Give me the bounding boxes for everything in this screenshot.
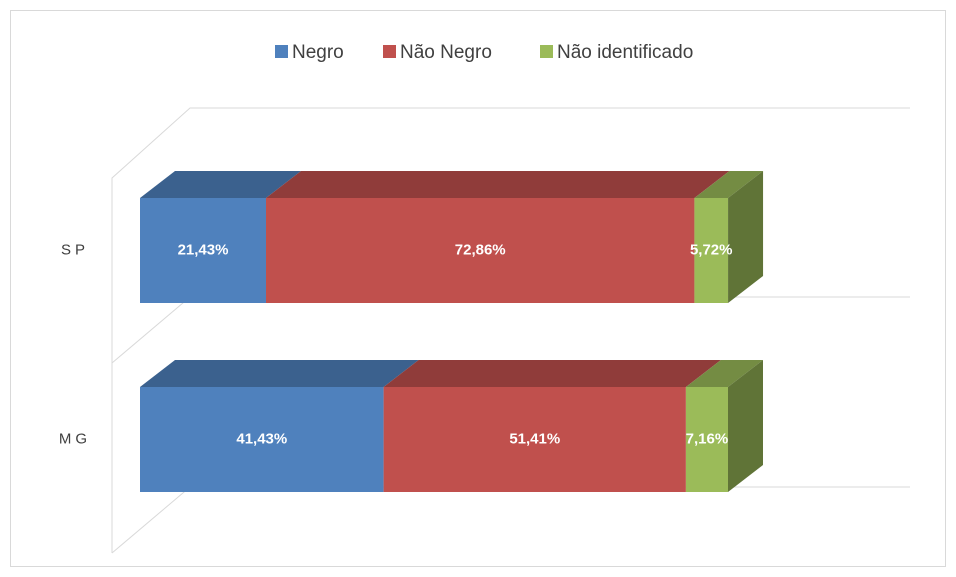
bar-segment (140, 387, 384, 492)
bar-top (140, 171, 302, 198)
value-label: 41,43% (236, 430, 287, 447)
value-label: 72,86% (455, 241, 506, 258)
bar-top (685, 360, 763, 387)
legend-swatch (540, 45, 553, 58)
value-label: 51,41% (509, 430, 560, 447)
bar-segment (266, 198, 695, 303)
category-label: MG (59, 430, 91, 447)
legend-swatch (383, 45, 396, 58)
category-label: SP (61, 241, 89, 258)
bar-side (728, 360, 763, 492)
bar-segment (685, 387, 728, 492)
legend-label: Não Negro (400, 42, 492, 63)
back-wall (111, 107, 910, 553)
legend-label: Negro (292, 42, 344, 63)
legend-label: Não identificado (557, 42, 693, 63)
bar-side (728, 171, 764, 303)
bar-segment (140, 198, 267, 303)
bar-top (383, 360, 721, 387)
bar-segment (694, 198, 729, 303)
value-label: 21,43% (178, 241, 229, 258)
value-label: 7,16% (686, 430, 729, 447)
bar-top (140, 360, 419, 387)
legend-swatch (275, 45, 288, 58)
bar-top (694, 171, 764, 198)
value-label: 5,72% (690, 241, 733, 258)
bar-segment (383, 387, 686, 492)
bar-top (266, 171, 730, 198)
